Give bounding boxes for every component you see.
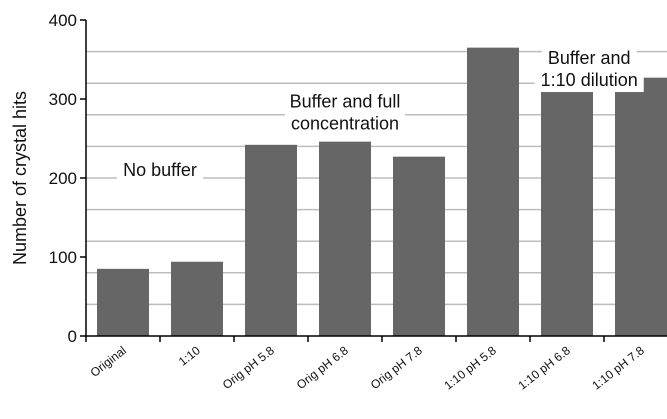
annotation-background <box>283 89 407 114</box>
bar-1 <box>97 268 149 336</box>
x-tick-label: Original <box>88 343 129 379</box>
axes <box>80 19 667 342</box>
annotation-text: concentration <box>291 113 399 133</box>
annotation-text: Buffer and full <box>290 91 401 111</box>
x-tick-label: 1:10 <box>176 343 203 369</box>
bar-3 <box>245 144 297 336</box>
annotation-background <box>534 68 644 93</box>
y-tick-label: 100 <box>49 248 77 267</box>
y-axis-title: Number of crystal hits <box>10 91 30 265</box>
y-tick-label: 400 <box>49 11 77 30</box>
y-tick-label: 300 <box>49 90 77 109</box>
y-tick-labels: 0 100 200 300 400 <box>49 11 77 346</box>
annotation-text: No buffer <box>123 160 197 180</box>
x-tick-labels: Original 1:10 Orig pH 5.8 Orig pH 6.8 Orig p… <box>88 343 647 392</box>
x-tick-label: Orig pH 7.8 <box>368 343 425 392</box>
bar-7 <box>541 89 593 337</box>
x-tick-label: 1:10 pH 5.8 <box>441 343 499 392</box>
y-tick-label: 0 <box>68 327 77 346</box>
bar-4 <box>319 141 371 336</box>
y-tick-label: 200 <box>49 169 77 188</box>
annotation-background <box>284 111 406 136</box>
x-tick-label: 1:10 pH 6.8 <box>515 343 573 392</box>
bar-5 <box>393 156 445 336</box>
bars <box>97 47 667 337</box>
x-tick-label: Orig pH 6.8 <box>294 343 351 392</box>
bar-8 <box>615 77 667 337</box>
x-tick-label: Orig pH 5.8 <box>220 343 277 392</box>
annotation-background <box>117 158 203 183</box>
x-tick-label: 1:10 pH 7.8 <box>589 343 647 392</box>
annotation-text: 1:10 dilution <box>541 70 638 90</box>
bar-6 <box>467 47 519 337</box>
bar-2 <box>171 261 223 336</box>
annotation-1: No buffer <box>117 158 203 183</box>
annotation-background <box>541 46 637 71</box>
annotation-text: Buffer and <box>548 48 631 68</box>
